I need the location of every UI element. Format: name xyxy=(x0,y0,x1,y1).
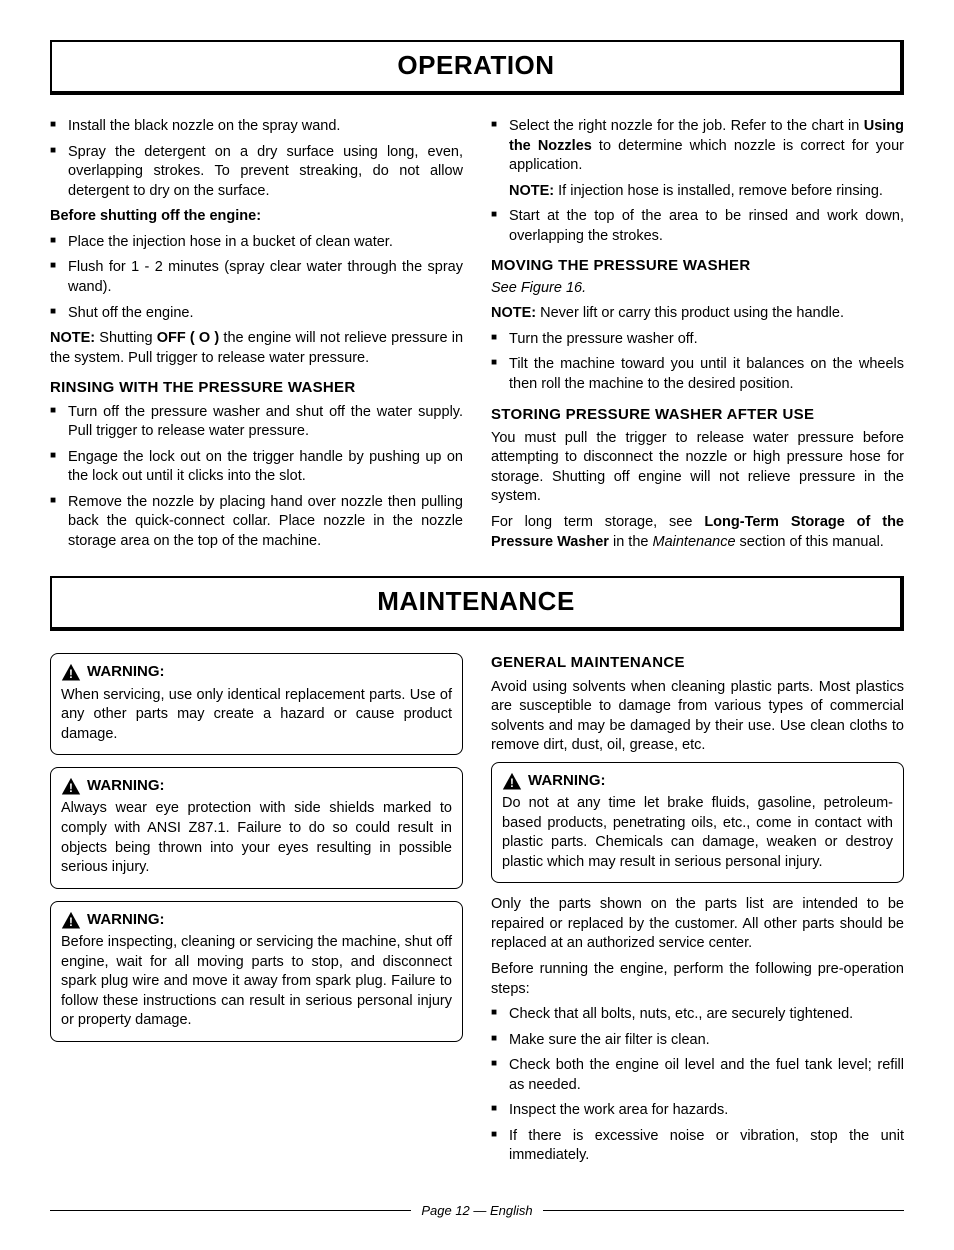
warning-icon: ! xyxy=(61,777,81,795)
warning-icon: ! xyxy=(502,772,522,790)
footer-line xyxy=(543,1210,904,1211)
list-item: Shut off the engine. xyxy=(50,304,463,324)
storing-p2: For long term storage, see Long-Term Sto… xyxy=(491,513,904,552)
warning-text: Before inspecting, cleaning or servicing… xyxy=(61,933,452,1031)
warning-box: ! WARNING: Do not at any time let brake … xyxy=(491,762,904,884)
warning-text: Always wear eye protection with side shi… xyxy=(61,799,452,877)
note-strong: OFF ( O ) xyxy=(157,330,220,346)
list-item: Engage the lock out on the trigger handl… xyxy=(50,448,463,487)
warning-title: ! WARNING: xyxy=(61,662,452,682)
select-list: Select the right nozzle for the job. Ref… xyxy=(491,117,904,246)
warning-text: When servicing, use only identical repla… xyxy=(61,686,452,745)
warning-text: Do not at any time let brake fluids, gas… xyxy=(502,794,893,872)
warning-box: ! WARNING: Before inspecting, cleaning o… xyxy=(50,901,463,1042)
list-item: Install the black nozzle on the spray wa… xyxy=(50,117,463,137)
note1-text: If injection hose is installed, remove b… xyxy=(554,183,883,199)
maintenance-left-col: ! WARNING: When servicing, use only iden… xyxy=(50,653,463,1172)
storing-p1: You must pull the trigger to release wat… xyxy=(491,429,904,507)
warning-label: WARNING: xyxy=(528,771,606,791)
general-maintenance-heading: GENERAL MAINTENANCE xyxy=(491,653,904,673)
select-pre: Select the right nozzle for the job. Ref… xyxy=(509,118,864,134)
note-paragraph: NOTE: Shutting OFF ( O ) the engine will… xyxy=(50,329,463,368)
note-text-pre: Shutting xyxy=(95,330,157,346)
list-item: Start at the top of the area to be rinse… xyxy=(491,207,904,246)
list-item: Turn the pressure washer off. xyxy=(491,330,904,350)
before-shut-list: Place the injection hose in a bucket of … xyxy=(50,233,463,323)
note1: NOTE: If injection hose is installed, re… xyxy=(509,182,904,202)
warning-label: WARNING: xyxy=(87,776,165,796)
note1-label: NOTE: xyxy=(509,183,554,199)
list-item: Remove the nozzle by placing hand over n… xyxy=(50,493,463,552)
section-banner-operation: OPERATION xyxy=(50,40,904,95)
storing-p2-mid: in the xyxy=(609,534,653,550)
preop-list: Check that all bolts, nuts, etc., are se… xyxy=(491,1005,904,1166)
storing-p2-pre: For long term storage, see xyxy=(491,514,704,530)
moving-heading: MOVING THE PRESSURE WASHER xyxy=(491,256,904,276)
list-item: If there is excessive noise or vibration… xyxy=(491,1127,904,1166)
before-shut-heading: Before shutting off the engine: xyxy=(50,207,463,227)
operation-columns: Install the black nozzle on the spray wa… xyxy=(50,117,904,558)
note2-text: Never lift or carry this product using t… xyxy=(536,305,844,321)
svg-text:!: ! xyxy=(69,668,73,681)
note2: NOTE: Never lift or carry this product u… xyxy=(491,304,904,324)
list-item: Select the right nozzle for the job. Ref… xyxy=(491,117,904,201)
list-item: Check both the engine oil level and the … xyxy=(491,1056,904,1095)
storing-heading: STORING PRESSURE WASHER AFTER USE xyxy=(491,405,904,425)
list-item: Place the injection hose in a bucket of … xyxy=(50,233,463,253)
page-footer: Page 12 — English xyxy=(50,1202,904,1220)
footer-line xyxy=(50,1210,411,1211)
note2-label: NOTE: xyxy=(491,305,536,321)
section-banner-maintenance: MAINTENANCE xyxy=(50,576,904,631)
warning-label: WARNING: xyxy=(87,662,165,682)
rinsing-list: Turn off the pressure washer and shut of… xyxy=(50,403,463,552)
list-item: Make sure the air filter is clean. xyxy=(491,1031,904,1051)
maintenance-columns: ! WARNING: When servicing, use only iden… xyxy=(50,653,904,1172)
rinsing-heading: RINSING WITH THE PRESSURE WASHER xyxy=(50,378,463,398)
warning-title: ! WARNING: xyxy=(61,776,452,796)
storing-p2-post: section of this manual. xyxy=(736,534,884,550)
note-label: NOTE: xyxy=(50,330,95,346)
moving-list: Turn the pressure washer off. Tilt the m… xyxy=(491,330,904,395)
page-number: Page 12 — English xyxy=(421,1202,532,1220)
warning-icon: ! xyxy=(61,663,81,681)
parts-list-p: Only the parts shown on the parts list a… xyxy=(491,895,904,954)
svg-text:!: ! xyxy=(510,777,514,790)
list-item: Inspect the work area for hazards. xyxy=(491,1101,904,1121)
list-item: Turn off the pressure washer and shut of… xyxy=(50,403,463,442)
list-item: Flush for 1 - 2 minutes (spray clear wat… xyxy=(50,258,463,297)
see-figure: See Figure 16. xyxy=(491,279,904,299)
maintenance-right-col: GENERAL MAINTENANCE Avoid using solvents… xyxy=(491,653,904,1172)
list-item: Check that all bolts, nuts, etc., are se… xyxy=(491,1005,904,1025)
warning-icon: ! xyxy=(61,911,81,929)
warning-label: WARNING: xyxy=(87,910,165,930)
operation-left-col: Install the black nozzle on the spray wa… xyxy=(50,117,463,558)
warning-title: ! WARNING: xyxy=(502,771,893,791)
warning-title: ! WARNING: xyxy=(61,910,452,930)
list-item: Spray the detergent on a dry surface usi… xyxy=(50,143,463,202)
preop-intro-p: Before running the engine, perform the f… xyxy=(491,960,904,999)
operation-right-col: Select the right nozzle for the job. Ref… xyxy=(491,117,904,558)
general-maintenance-p: Avoid using solvents when cleaning plast… xyxy=(491,678,904,756)
warning-box: ! WARNING: Always wear eye protection wi… xyxy=(50,767,463,889)
list-item: Tilt the machine toward you until it bal… xyxy=(491,355,904,394)
svg-text:!: ! xyxy=(69,782,73,795)
storing-p2-italic: Maintenance xyxy=(652,534,735,550)
svg-text:!: ! xyxy=(69,916,73,929)
intro-list: Install the black nozzle on the spray wa… xyxy=(50,117,463,201)
warning-box: ! WARNING: When servicing, use only iden… xyxy=(50,653,463,755)
